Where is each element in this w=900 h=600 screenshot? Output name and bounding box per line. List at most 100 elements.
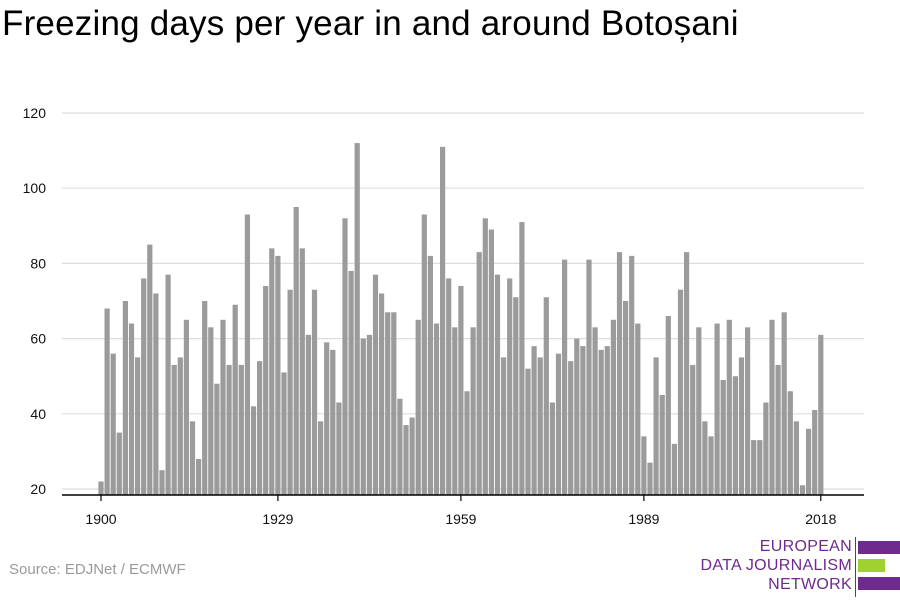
- bar-2000: [708, 436, 714, 495]
- x-tick-label-1959: 1959: [445, 511, 476, 527]
- bar-1987: [629, 255, 635, 495]
- bar-1916: [196, 458, 202, 495]
- bar-1934: [305, 334, 311, 495]
- bar-1945: [372, 274, 379, 495]
- bar-1965: [494, 274, 501, 495]
- bar-1978: [574, 338, 580, 495]
- bar-1985: [616, 252, 623, 495]
- bar-1986: [623, 301, 629, 495]
- x-tick-label-1929: 1929: [262, 511, 293, 527]
- x-tick-label-1989: 1989: [628, 511, 659, 527]
- bar-2001: [714, 323, 720, 495]
- x-tick-label-1900: 1900: [85, 511, 116, 527]
- bar-1962: [476, 252, 482, 495]
- bar-1954: [427, 255, 433, 495]
- x-tick-label-2018: 2018: [805, 511, 836, 527]
- bar-1951: [409, 417, 415, 495]
- bar-1929: [275, 255, 281, 495]
- bar-1968: [513, 297, 519, 495]
- bar-1966: [501, 357, 507, 495]
- bar-1920: [220, 319, 226, 495]
- bar-1981: [592, 327, 598, 495]
- y-axis-labels: 20 40 60 80 100 120: [23, 105, 47, 497]
- bar-1998: [696, 327, 702, 495]
- bar-1946: [379, 293, 385, 495]
- bar-1908: [147, 244, 153, 495]
- bar-1989: [641, 436, 647, 495]
- bar-1903: [116, 432, 122, 495]
- bar-2008: [757, 440, 763, 495]
- bar-1971: [531, 346, 537, 495]
- bar-1983: [604, 346, 610, 495]
- bar-1995: [677, 289, 684, 495]
- logo-bar-green: [858, 559, 885, 572]
- bar-1959: [458, 285, 464, 495]
- bar-1938: [330, 349, 336, 495]
- bar-1926: [257, 361, 263, 495]
- bar-1923: [238, 364, 244, 495]
- logo-line-3: NETWORK: [768, 576, 852, 593]
- bar-1955: [433, 323, 440, 495]
- bar-chart: 20 40 60 80 100 120 1900 1929 1959 1989 2018: [23, 105, 864, 527]
- bar-1952: [415, 319, 421, 495]
- y-tick-label-20: 20: [30, 481, 46, 497]
- bar-1930: [281, 372, 287, 495]
- bar-1970: [525, 368, 531, 495]
- chart-title: Freezing days per year in and around Bot…: [2, 4, 739, 43]
- bar-1982: [598, 349, 604, 495]
- bar-2005: [738, 357, 745, 495]
- bar-1960: [464, 391, 470, 495]
- bar-1924: [244, 214, 250, 495]
- bar-2016: [806, 428, 812, 495]
- logo-bar-purple-bottom: [858, 577, 900, 590]
- bar-1939: [336, 402, 342, 495]
- bar-1922: [232, 304, 238, 495]
- bar-1996: [684, 252, 690, 495]
- logo-line-1: EUROPEAN: [759, 538, 852, 555]
- bar-2010: [769, 319, 775, 495]
- bar-1957: [446, 278, 452, 495]
- bar-1914: [183, 319, 189, 495]
- bar-2013: [787, 391, 793, 495]
- bar-1927: [263, 285, 269, 495]
- bar-1905: [128, 323, 135, 495]
- bar-1988: [635, 323, 641, 495]
- bar-2007: [751, 440, 757, 495]
- bar-1907: [141, 278, 147, 495]
- bar-1980: [586, 259, 592, 495]
- bar-1942: [354, 143, 360, 495]
- bar-2017: [812, 410, 818, 495]
- bar-1994: [671, 443, 677, 495]
- bar-1956: [440, 146, 446, 495]
- logo-divider: [855, 537, 856, 597]
- bar-1993: [665, 316, 671, 495]
- y-tick-label-40: 40: [30, 406, 46, 422]
- bar-1940: [342, 218, 348, 495]
- x-axis-labels: 1900 1929 1959 1989 2018: [85, 511, 836, 527]
- bar-1931: [287, 289, 293, 495]
- bar-2003: [726, 319, 732, 495]
- bar-1936: [318, 421, 324, 495]
- bar-1992: [659, 395, 665, 495]
- bar-1937: [324, 342, 330, 495]
- y-tick-label-80: 80: [30, 255, 46, 271]
- bar-1915: [189, 421, 196, 495]
- bar-1900: [98, 481, 104, 495]
- bar-1906: [135, 357, 141, 495]
- bar-1901: [104, 308, 110, 495]
- bar-1991: [653, 357, 659, 495]
- bar-1977: [568, 361, 574, 495]
- bar-1925: [250, 406, 257, 495]
- bar-1979: [580, 346, 586, 495]
- source-note: Source: EDJNet / ECMWF: [9, 561, 186, 578]
- bar-1909: [153, 293, 159, 495]
- bar-1950: [403, 425, 409, 495]
- bar-1943: [360, 338, 366, 495]
- bar-1933: [299, 248, 305, 495]
- bar-1949: [397, 398, 403, 495]
- bar-1921: [226, 364, 232, 495]
- bar-1990: [647, 462, 653, 495]
- bar-2014: [793, 421, 799, 495]
- bar-1976: [562, 259, 568, 495]
- bar-1917: [202, 301, 208, 495]
